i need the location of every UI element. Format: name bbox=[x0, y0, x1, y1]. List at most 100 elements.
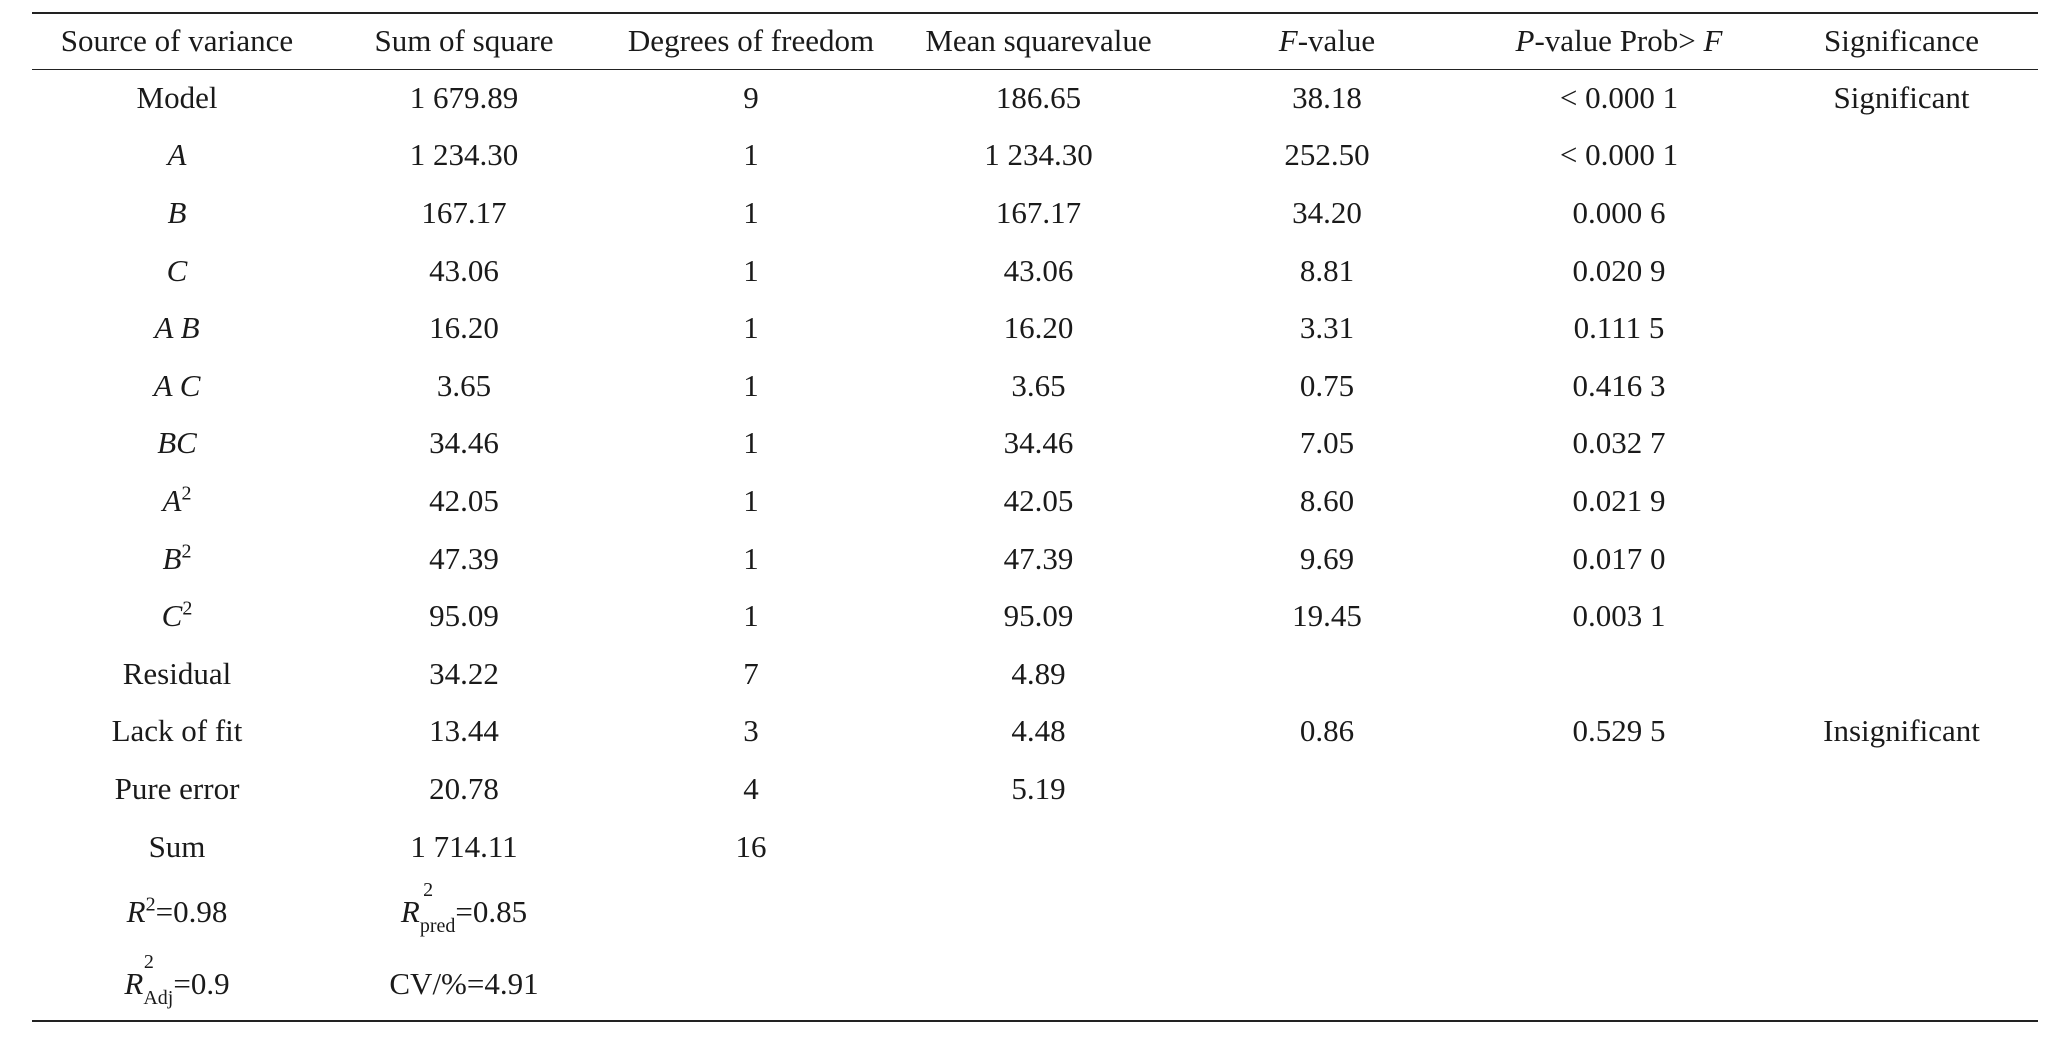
source-cell: Pure error bbox=[114, 770, 240, 806]
sum-of-square-cell: 167.17 bbox=[421, 194, 507, 230]
df-cell: 1 bbox=[743, 540, 759, 576]
table-row: Pure error 20.78 4 5.19 bbox=[32, 760, 2038, 818]
mean-square-cell: 34.46 bbox=[1003, 425, 1074, 461]
significance-cell bbox=[1765, 184, 2038, 242]
sum-of-square-cell: 16.20 bbox=[429, 310, 499, 346]
f-value-cell bbox=[1181, 760, 1473, 818]
significance-cell: Significant bbox=[1833, 80, 1970, 116]
empty-cell bbox=[896, 875, 1181, 948]
f-value-cell: 19.45 bbox=[1292, 598, 1362, 634]
f-value-cell: 38.18 bbox=[1292, 80, 1362, 116]
mean-square-cell: 42.05 bbox=[1003, 482, 1074, 518]
p-value-cell: 0.003 1 bbox=[1572, 598, 1666, 634]
source-cell: C2 bbox=[161, 597, 193, 634]
table-row: B 167.17 1 167.17 34.20 0.000 6 bbox=[32, 184, 2038, 242]
mean-square-cell: 95.09 bbox=[1003, 598, 1074, 634]
source-cell: B2 bbox=[162, 540, 192, 576]
source-cell: Sum bbox=[148, 828, 206, 864]
anova-table: Source of variance Sum of square Degrees… bbox=[32, 12, 2038, 1022]
table-row: A2 42.05 1 42.05 8.60 0.021 9 bbox=[32, 472, 2038, 530]
df-cell: 3 bbox=[743, 713, 759, 749]
table-row: Residual 34.22 7 4.89 bbox=[32, 645, 2038, 703]
header-mean-square: Mean squarevalue bbox=[925, 23, 1152, 59]
df-cell: 1 bbox=[743, 598, 759, 634]
r-squared-pred: R 2 pred=0.85 bbox=[400, 878, 528, 937]
f-value-cell: 0.86 bbox=[1299, 713, 1355, 749]
significance-cell bbox=[1765, 587, 2038, 645]
table-row: C 43.06 1 43.06 8.81 0.020 9 bbox=[32, 242, 2038, 300]
df-cell: 1 bbox=[743, 252, 759, 288]
table-row: A C 3.65 1 3.65 0.75 0.416 3 bbox=[32, 357, 2038, 415]
p-value-cell: 0.017 0 bbox=[1572, 540, 1666, 576]
df-cell: 1 bbox=[743, 482, 759, 518]
f-value-cell bbox=[1181, 818, 1473, 876]
sum-of-square-cell: 34.22 bbox=[429, 655, 499, 691]
source-cell: Model bbox=[136, 80, 218, 116]
sum-of-square-cell: 42.05 bbox=[429, 482, 499, 518]
f-value-cell: 9.69 bbox=[1299, 540, 1355, 576]
p-value-cell bbox=[1473, 818, 1765, 876]
source-cell: C bbox=[166, 252, 188, 288]
f-value-cell: 34.20 bbox=[1292, 194, 1362, 230]
significance-cell bbox=[1765, 818, 2038, 876]
mean-square-cell bbox=[896, 818, 1181, 876]
empty-cell bbox=[1765, 948, 2038, 1021]
empty-cell bbox=[1473, 948, 1765, 1021]
table-row: Lack of fit 13.44 3 4.48 0.86 0.529 5 Insignif… bbox=[32, 703, 2038, 761]
header-significance: Significance bbox=[1824, 23, 1979, 59]
p-value-cell: 0.529 5 bbox=[1572, 713, 1666, 749]
significance-cell bbox=[1765, 357, 2038, 415]
p-value-cell: 0.021 9 bbox=[1572, 482, 1666, 518]
significance-cell bbox=[1765, 472, 2038, 530]
stats-row-2: R 2 Adj=0.9 CV/%=4.91 bbox=[32, 948, 2038, 1022]
mean-square-cell: 167.17 bbox=[995, 194, 1082, 230]
p-value-cell: 0.111 5 bbox=[1573, 310, 1665, 346]
table-row: Sum 1 714.11 16 bbox=[32, 818, 2038, 876]
significance-cell bbox=[1765, 415, 2038, 473]
header-sum-of-square: Sum of square bbox=[374, 23, 554, 59]
sum-of-square-cell: 43.06 bbox=[429, 252, 499, 288]
table-row: A 1 234.30 1 1 234.30 252.50 < 0.000 1 bbox=[32, 127, 2038, 185]
df-cell: 1 bbox=[743, 137, 759, 173]
sum-of-square-cell: 13.44 bbox=[429, 713, 499, 749]
table-row: A B 16.20 1 16.20 3.31 0.111 5 bbox=[32, 299, 2038, 357]
mean-square-cell: 1 234.30 bbox=[984, 137, 1093, 173]
mean-square-cell: 5.19 bbox=[1011, 770, 1066, 806]
significance-cell bbox=[1765, 645, 2038, 703]
empty-cell bbox=[1181, 875, 1473, 948]
df-cell: 9 bbox=[743, 80, 759, 116]
sum-of-square-cell: 1 234.30 bbox=[409, 137, 519, 173]
mean-square-cell: 16.20 bbox=[1003, 310, 1074, 346]
header-row: Source of variance Sum of square Degrees… bbox=[32, 13, 2038, 69]
mean-square-cell: 4.89 bbox=[1011, 655, 1066, 691]
df-cell: 1 bbox=[743, 310, 759, 346]
df-cell: 1 bbox=[743, 367, 759, 403]
header-source: Source of variance bbox=[60, 23, 294, 59]
p-value-cell: 0.000 6 bbox=[1572, 194, 1666, 230]
sum-of-square-cell: 20.78 bbox=[429, 770, 499, 806]
table-row: C2 95.09 1 95.09 19.45 0.003 1 bbox=[32, 587, 2038, 645]
source-cell: Lack of fit bbox=[111, 713, 243, 749]
empty-cell bbox=[606, 948, 896, 1021]
sum-of-square-cell: 1 679.89 bbox=[409, 80, 519, 116]
source-cell: Residual bbox=[122, 655, 232, 691]
empty-cell bbox=[606, 875, 896, 948]
significance-cell bbox=[1765, 299, 2038, 357]
p-value-cell: < 0.000 1 bbox=[1559, 137, 1679, 173]
source-cell: A C bbox=[153, 367, 201, 403]
significance-cell: Insignificant bbox=[1823, 713, 1980, 749]
mean-square-cell: 4.48 bbox=[1011, 713, 1066, 749]
df-cell: 1 bbox=[743, 194, 759, 230]
f-value-cell: 0.75 bbox=[1299, 367, 1355, 403]
sum-of-square-cell: 3.65 bbox=[436, 367, 492, 403]
stats-row-1: R2=0.98 R 2 pred=0.85 bbox=[32, 875, 2038, 948]
r-squared-adj: R 2 Adj=0.9 bbox=[124, 951, 230, 1010]
header-degrees-of-freedom: Degrees of freedom bbox=[627, 23, 875, 59]
f-value-cell: 8.60 bbox=[1299, 482, 1355, 518]
p-value-cell: 0.020 9 bbox=[1572, 252, 1666, 288]
empty-cell bbox=[896, 948, 1181, 1021]
f-value-cell bbox=[1181, 645, 1473, 703]
significance-cell bbox=[1765, 760, 2038, 818]
significance-cell bbox=[1765, 530, 2038, 588]
p-value-cell bbox=[1473, 760, 1765, 818]
